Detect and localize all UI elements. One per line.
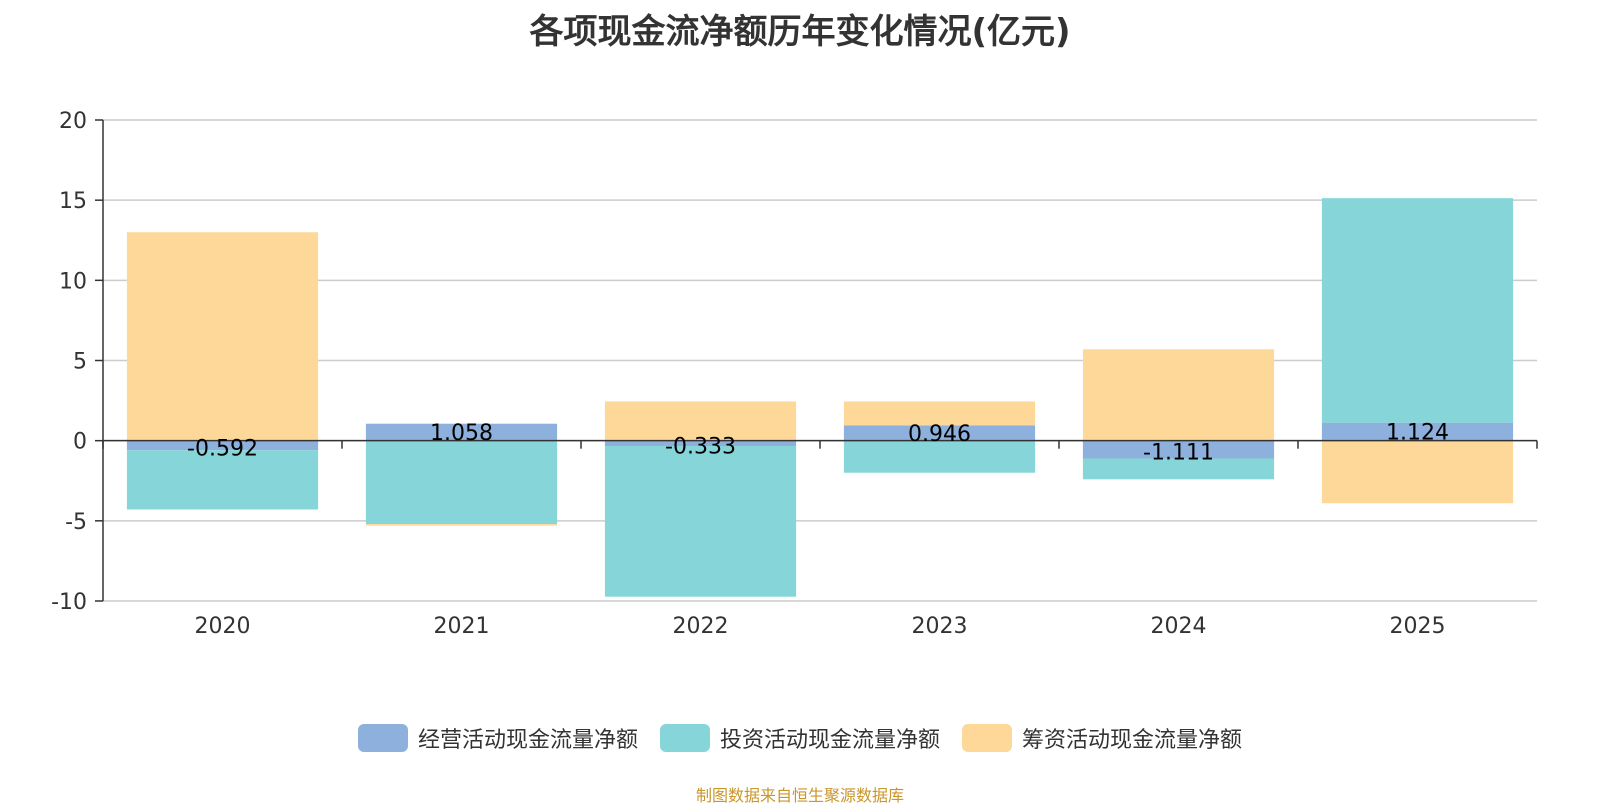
bar-financing-2024 [1082,349,1275,441]
bar-operating-2022 [604,440,797,447]
y-tick-label: 15 [59,189,87,214]
y-tick-label: 5 [73,350,87,375]
bar-operating-2024 [1082,440,1275,459]
legend-swatch-financing [962,724,1012,752]
bar-investing-2024 [1082,458,1275,480]
legend-swatch-investing [659,724,710,752]
y-tick-label: 20 [59,109,87,134]
x-tick-label: 2022 [673,614,729,639]
legend-item-investing[interactable]: 投资活动现金流量净额 [659,722,940,754]
bar-operating-2020 [126,440,319,451]
y-tick-label: 0 [73,430,87,455]
source-note: 制图数据来自恒生聚源数据库 [695,786,904,805]
data-label-operating: 1.058 [430,421,493,446]
bar-investing-2020 [126,450,319,510]
data-label-operating: 0.946 [908,422,971,447]
legend-label-investing: 投资活动现金流量净额 [719,728,940,753]
bar-financing-2025 [1321,440,1514,504]
bar-investing-2025 [1321,198,1514,423]
x-tick-label: 2021 [434,614,490,639]
x-tick-label: 2025 [1390,614,1446,639]
y-tick-label: -5 [65,510,87,535]
y-tick-label: 10 [59,269,87,294]
data-label-operating: 1.124 [1386,421,1449,446]
x-tick-label: 2024 [1151,614,1207,639]
bar-operating-2025 [1321,422,1514,441]
data-label-operating: -1.111 [1143,441,1214,466]
bar-investing-2022 [604,446,797,597]
legend-label-financing: 筹资活动现金流量净额 [1022,728,1243,753]
legend-item-financing[interactable]: 筹资活动现金流量净额 [962,722,1242,754]
legend-item-operating[interactable]: 经营活动现金流量净额 [357,722,638,754]
legend-swatch-operating [357,724,408,752]
data-label-operating: -0.333 [665,434,736,459]
legend: 经营活动现金流量净额 投资活动现金流量净额 筹资活动现金流量净额 [0,722,1600,754]
bar-investing-2021 [365,440,558,525]
bar-investing-2023 [843,440,1036,473]
x-tick-label: 2020 [195,614,251,639]
bar-financing-2023 [843,401,1036,426]
legend-label-operating: 经营活动现金流量净额 [417,728,638,753]
bar-financing-2022 [604,401,797,441]
y-tick-label: -10 [51,590,87,615]
bar-operating-2023 [843,425,1036,441]
x-tick-label: 2023 [912,614,968,639]
chart-title: 各项现金流净额历年变化情况(亿元) [529,12,1071,52]
data-label-operating: -0.592 [187,436,258,461]
bar-financing-2021 [365,524,558,526]
bar-financing-2020 [126,232,319,441]
bar-operating-2021 [365,423,558,441]
